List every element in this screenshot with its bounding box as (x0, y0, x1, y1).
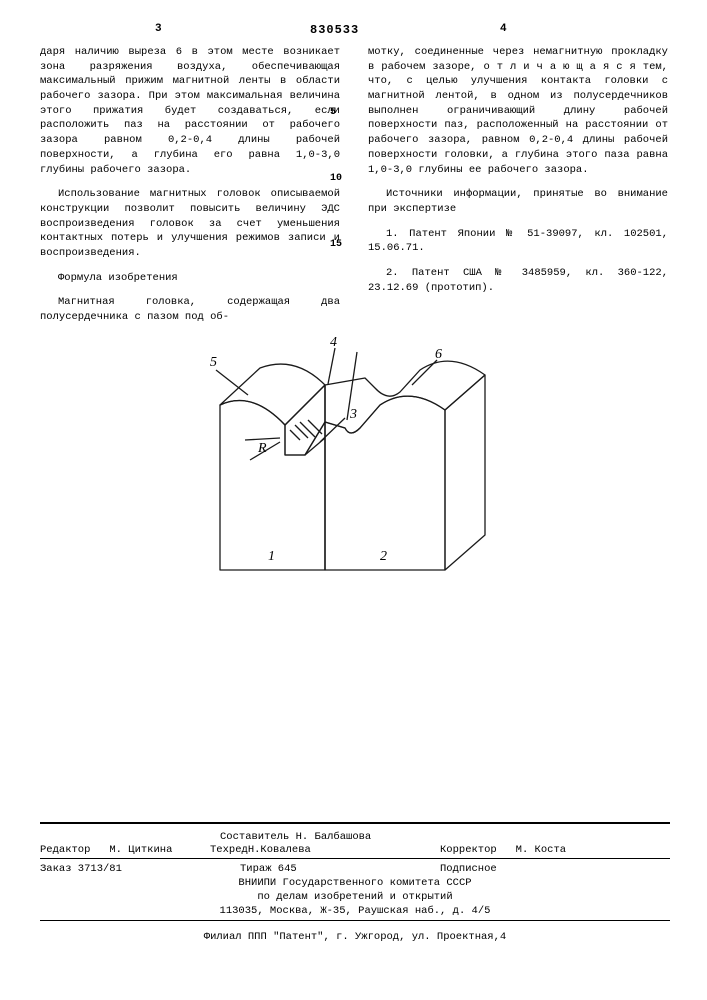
document-number: 830533 (310, 22, 359, 38)
source-2: 2. Патент США № 3485959, кл. 360-122, 23… (368, 266, 668, 295)
divider-2 (40, 858, 670, 859)
tech-name: Н.Ковалева (248, 844, 311, 856)
magnetic-head-diagram: 5 4 6 3 1 2 R (150, 330, 530, 620)
divider-1 (40, 822, 670, 824)
tirage: Тираж 645 (240, 862, 440, 876)
org-line-1: ВНИИПИ Государственного комитета СССР (238, 877, 471, 889)
technical-figure: 5 4 6 3 1 2 R (150, 330, 530, 620)
fig-label-4: 4 (330, 335, 337, 350)
tech-label: Техред (210, 844, 248, 856)
fig-label-3: 3 (349, 407, 357, 422)
editor-label: Редактор (40, 844, 90, 856)
corrector-name: М. Коста (516, 844, 566, 856)
left-para-1: даря наличию выреза 6 в этом месте возни… (40, 45, 340, 177)
subscription: Подписное (440, 862, 497, 876)
source-1: 1. Патент Японии № 51-39097, кл. 102501,… (368, 227, 668, 256)
sources-header: Источники информации, принятые во вниман… (368, 187, 668, 216)
column-left: даря наличию выреза 6 в этом месте возни… (40, 45, 340, 335)
footer-branch: Филиал ППП "Патент", г. Ужгород, ул. Про… (40, 930, 670, 944)
formula-header: Формула изобретения (40, 271, 340, 286)
fig-label-R: R (257, 441, 267, 456)
order-number: Заказ 3713/81 (40, 862, 240, 876)
fig-label-5: 5 (210, 355, 217, 370)
footer-org: ВНИИПИ Государственного комитета СССР по… (40, 876, 670, 904)
right-para-1: мотку, соединенные через немагнитную про… (368, 45, 668, 177)
footer-row-roles: Редактор М. Циткина ТехредН.Ковалева Кор… (40, 843, 670, 857)
page-number-left: 3 (155, 22, 162, 37)
footer-row-order: Заказ 3713/81 Тираж 645 Подписное (40, 862, 670, 876)
editor-name: М. Циткина (109, 844, 172, 856)
left-para-3: Магнитная головка, содержащая два полусе… (40, 295, 340, 324)
divider-3 (40, 920, 670, 921)
column-right: мотку, соединенные через немагнитную про… (368, 45, 668, 335)
org-line-2: по делам изобретений и открытий (257, 891, 452, 903)
fig-label-2: 2 (380, 549, 387, 564)
page-number-right: 4 (500, 22, 507, 37)
text-columns: даря наличию выреза 6 в этом месте возни… (40, 45, 670, 335)
corrector-label: Корректор (440, 844, 497, 856)
fig-label-1: 1 (268, 549, 275, 564)
fig-label-6: 6 (435, 347, 442, 362)
footer-address: 113035, Москва, Ж-35, Раушская наб., д. … (40, 904, 670, 918)
left-para-2: Использование магнитных головок описывае… (40, 187, 340, 260)
